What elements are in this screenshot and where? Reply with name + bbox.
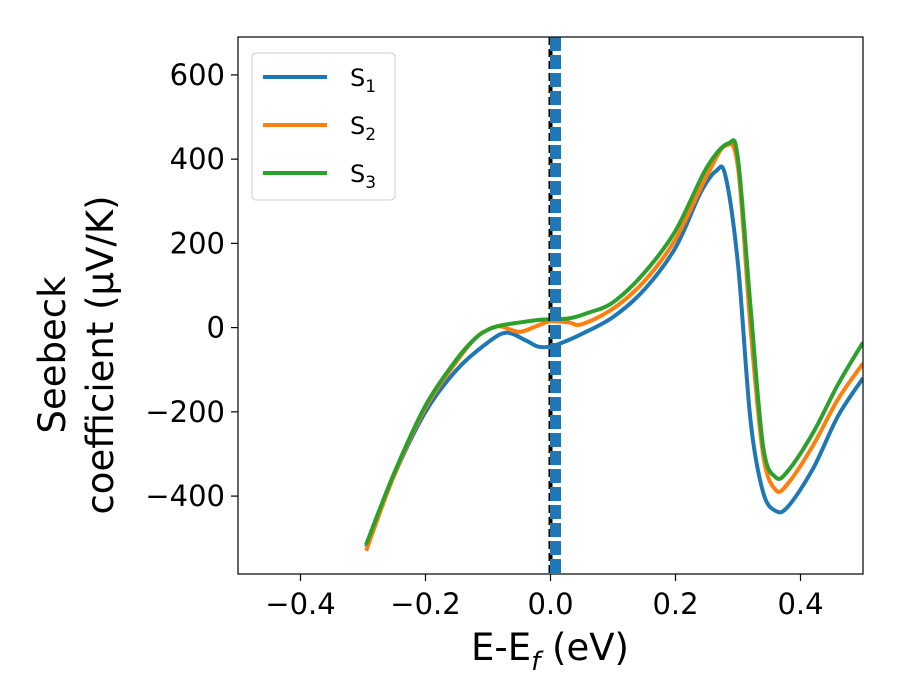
- series-line-s1: [364, 164, 863, 548]
- legend-label-s1: S1: [350, 64, 376, 97]
- x-tick-label: −0.4: [265, 587, 335, 621]
- y-axis-title-line1: Seebeck: [31, 276, 74, 434]
- legend: S1 S2 S3: [251, 52, 396, 201]
- y-axis-title-line2: coefficient (μV/K): [79, 195, 122, 514]
- y-tick-label: −400: [145, 479, 225, 513]
- legend-label-s2: S2: [350, 112, 376, 145]
- x-tick-label: −0.2: [390, 587, 460, 621]
- y-tick-label: 400: [170, 142, 225, 176]
- series-line-s3: [364, 138, 863, 546]
- y-axis-ticks: 600 400 200 0 −200 −400: [145, 58, 238, 513]
- y-tick-label: −200: [145, 395, 225, 429]
- plot-data: [364, 37, 863, 574]
- x-axis-ticks: −0.4 −0.2 0.0 0.2 0.4: [265, 574, 824, 621]
- x-tick-label: 0.2: [652, 587, 698, 621]
- series-line-s2: [364, 142, 863, 552]
- y-axis-title: Seebeck coefficient (μV/K): [31, 195, 122, 514]
- x-axis-title-main: E-E: [471, 626, 531, 669]
- y-tick-label: 600: [170, 58, 225, 92]
- legend-label-s3: S3: [350, 160, 376, 193]
- x-tick-label: 0.4: [777, 587, 823, 621]
- x-axis-title: E-Ef (eV): [471, 626, 629, 677]
- x-tick-label: 0.0: [527, 587, 573, 621]
- x-axis-title-unit: (eV): [540, 626, 629, 669]
- y-tick-label: 0: [207, 311, 225, 345]
- y-tick-label: 200: [170, 226, 225, 260]
